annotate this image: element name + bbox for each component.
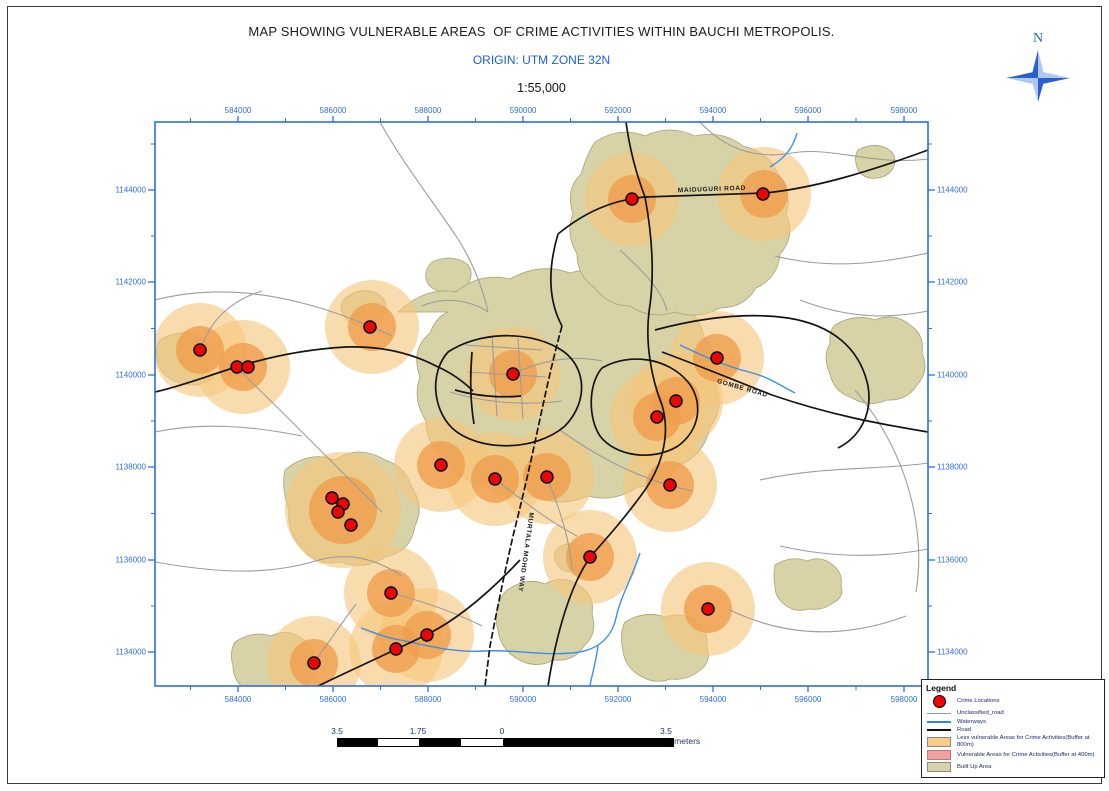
legend-item: Built Up Area — [926, 762, 1100, 773]
legend-item-label: Crime Locations — [957, 698, 1000, 705]
scalebar-bar — [337, 738, 674, 747]
less-vulnerable-swatch — [926, 736, 952, 747]
crime-location-point — [625, 192, 639, 206]
legend-item-label: Road — [957, 726, 972, 733]
svg-text:592000: 592000 — [605, 106, 632, 115]
crime-location-point — [756, 187, 770, 201]
svg-text:1140000: 1140000 — [115, 371, 146, 380]
crime-locations-layer — [193, 187, 770, 670]
svg-text:584000: 584000 — [225, 695, 252, 704]
svg-text:588000: 588000 — [415, 106, 442, 115]
svg-text:592000: 592000 — [605, 695, 632, 704]
svg-text:1142000: 1142000 — [115, 278, 146, 287]
crime-location-point — [434, 458, 448, 472]
scalebar-label: 3.5 — [331, 726, 343, 736]
page-subtitle: ORIGIN: UTM ZONE 32N — [472, 53, 611, 67]
svg-text:586000: 586000 — [320, 695, 347, 704]
major-roads — [155, 122, 928, 686]
crime-location-point — [710, 351, 724, 365]
legend-item: Vulnerable Areas for Crime Activities(Bu… — [926, 749, 1100, 760]
legend-item-label: Vulnerable Areas for Crime Activities(Bu… — [957, 751, 1095, 758]
scale-ratio-text: 1:55,000 — [517, 81, 566, 95]
svg-text:1138000: 1138000 — [937, 463, 968, 472]
compass-star — [1006, 50, 1070, 102]
svg-text:1134000: 1134000 — [937, 648, 968, 657]
road-label: MAIDUGURI ROAD — [678, 185, 746, 194]
legend-item: Road — [926, 727, 1100, 733]
road-line — [926, 729, 952, 732]
crime-location-point — [363, 320, 377, 334]
unclassified-road-line — [926, 712, 952, 714]
crime-location-point — [488, 472, 502, 486]
crime-location-point — [325, 491, 339, 505]
crime-location-marker — [926, 695, 952, 708]
svg-text:598000: 598000 — [891, 106, 918, 115]
svg-text:598000: 598000 — [891, 695, 918, 704]
svg-text:1144000: 1144000 — [937, 186, 968, 195]
vulnerable-buffer-layer — [176, 170, 788, 686]
svg-text:594000: 594000 — [700, 695, 727, 704]
legend-box: Legend Crime Locations Unclassified_road W… — [921, 679, 1105, 778]
waterways — [360, 132, 798, 686]
svg-text:596000: 596000 — [795, 695, 822, 704]
crime-location-point — [583, 550, 597, 564]
built-up-swatch — [926, 762, 952, 773]
svg-text:1140000: 1140000 — [937, 371, 968, 380]
svg-text:596000: 596000 — [795, 106, 822, 115]
vulnerable-swatch — [926, 749, 952, 760]
crime-location-point — [307, 656, 321, 670]
svg-text:1136000: 1136000 — [115, 556, 146, 565]
svg-text:594000: 594000 — [700, 106, 727, 115]
crime-location-point — [663, 478, 677, 492]
svg-text:586000: 586000 — [320, 106, 347, 115]
crime-location-point — [669, 394, 683, 408]
page-title: MAP SHOWING VULNERABLE AREAS OF CRIME AC… — [248, 24, 835, 39]
svg-text:1134000: 1134000 — [115, 648, 146, 657]
waterway-line — [926, 720, 952, 723]
scalebar-label: 1.75 — [409, 726, 427, 736]
scalebar-label: 0 — [499, 726, 505, 736]
svg-text:1136000: 1136000 — [937, 556, 968, 565]
svg-text:1142000: 1142000 — [937, 278, 968, 287]
map-axes-ticks: 584000 584000 586000 586000 588000 588000 5900… — [115, 106, 968, 704]
legend-item: Waterways — [926, 719, 1100, 725]
legend-item: Less vulnerable Areas for Crime Activiti… — [926, 735, 1100, 748]
crime-location-point — [384, 586, 398, 600]
crime-location-point — [389, 642, 403, 656]
legend-item-label: Less vulnerable Areas for Crime Activiti… — [957, 735, 1090, 748]
north-arrow-icon: N — [1006, 31, 1070, 102]
crime-location-point — [420, 628, 434, 642]
legend-item-label: Unclassified_road — [957, 710, 1004, 717]
crime-location-point — [344, 518, 358, 532]
north-label: N — [1033, 31, 1043, 46]
svg-text:1138000: 1138000 — [115, 463, 146, 472]
scale-bar: 3.5 1.75 0 3.5 Kilometers — [331, 726, 700, 754]
crime-location-point — [701, 602, 715, 616]
crime-location-point — [540, 470, 554, 484]
svg-text:590000: 590000 — [510, 695, 537, 704]
crime-location-point — [193, 343, 207, 357]
legend-item: Crime Locations — [926, 695, 1100, 708]
legend-item-label: Waterways — [957, 718, 986, 725]
crime-location-point — [331, 505, 345, 519]
svg-text:1144000: 1144000 — [115, 186, 146, 195]
crime-location-point — [230, 360, 244, 374]
crime-location-point — [650, 410, 664, 424]
scalebar-label: 3.5 Kilometers — [660, 726, 701, 746]
map-frame — [154, 121, 929, 687]
svg-text:588000: 588000 — [415, 695, 442, 704]
legend-item-label: Built Up Area — [957, 763, 992, 770]
legend-item: Unclassified_road — [926, 710, 1100, 716]
legend-title: Legend — [926, 683, 957, 693]
svg-text:590000: 590000 — [510, 106, 537, 115]
crime-location-point — [506, 367, 520, 381]
svg-text:584000: 584000 — [225, 106, 252, 115]
crime-location-point — [241, 360, 255, 374]
legend-items: Crime Locations Unclassified_road Waterway… — [926, 695, 1100, 773]
